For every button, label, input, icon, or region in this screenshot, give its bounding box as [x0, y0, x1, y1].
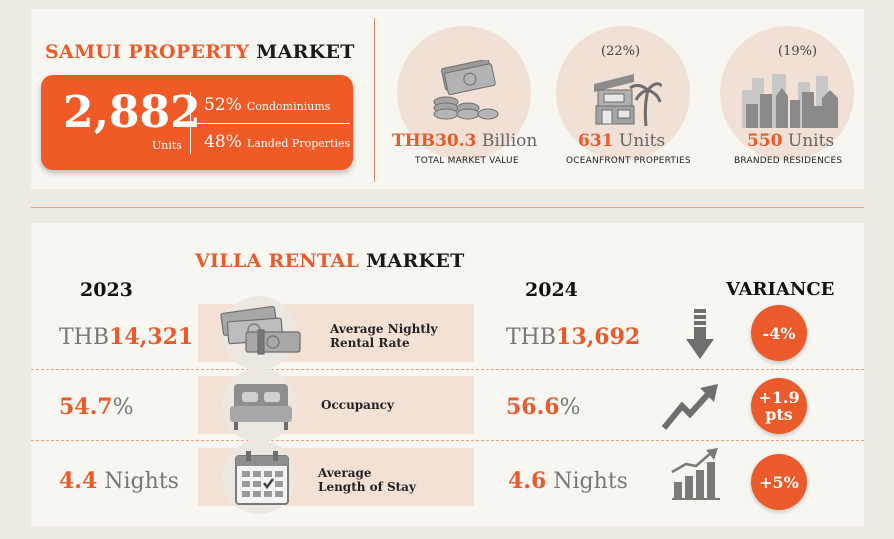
split-condominiums: 52% Condominiums [204, 95, 331, 115]
total-units-card: 2,882 Units 52% Condominiums 48% Landed … [41, 75, 353, 170]
stat-share-oceanfront: (22%) [601, 44, 641, 59]
stat-circle-market-value [397, 26, 531, 160]
metric-label-occupancy: Occupancy [321, 398, 394, 412]
value-2024-stay: 4.6 Nights [508, 468, 628, 494]
split-landed-properties: 48% Landed Properties [204, 132, 351, 152]
stat-oceanfront: 631 Units [578, 131, 666, 151]
stat-share-branded: (19%) [778, 44, 818, 59]
city-skyline-icon [742, 74, 838, 128]
value-2023-stay: 4.4 Nights [59, 468, 179, 494]
summary-divider-horizontal [190, 123, 350, 124]
variance-badge-stay: +5% [751, 454, 807, 510]
beach-house-icon [594, 74, 662, 127]
bed-icon [230, 384, 292, 430]
money-coins-icon [433, 60, 499, 120]
property-market-title: SAMUI PROPERTY MARKET [45, 41, 355, 63]
stat-caption-oceanfront: OCEANFRONT PROPERTIES [566, 156, 691, 166]
cash-stack-icon [220, 306, 301, 355]
variance-badge-occupancy: +1.9 pts [751, 378, 807, 434]
stat-market-value: THB30.3 Billion [392, 131, 538, 151]
year-2024-header: 2024 [525, 279, 578, 301]
top-section-divider [374, 18, 375, 182]
calendar-icon [235, 451, 289, 505]
stat-branded: 550 Units [747, 131, 835, 151]
row-separator [31, 440, 864, 441]
title-accent: SAMUI PROPERTY [45, 41, 250, 63]
villa-market-title: VILLA RENTAL MARKET [195, 250, 465, 272]
value-2024-rate: THB13,692 [506, 324, 641, 350]
value-2024-occupancy: 56.6% [506, 394, 581, 420]
section-divider [31, 207, 864, 208]
row-separator [31, 369, 864, 370]
trend-up-icon [661, 384, 718, 430]
value-2023-rate: THB14,321 [59, 324, 194, 350]
bar-growth-icon [671, 448, 720, 500]
metric-label-rate: Average Nightly Rental Rate [330, 322, 438, 350]
title-rest: MARKET [256, 41, 355, 63]
total-units-label: Units [152, 139, 182, 152]
metric-label-stay: Average Length of Stay [318, 466, 416, 494]
variance-badge-rate: -4% [751, 305, 807, 361]
stat-caption-branded: BRANDED RESIDENCES [734, 156, 843, 166]
variance-header: VARIANCE [726, 279, 835, 300]
stat-caption-market-value: TOTAL MARKET VALUE [415, 156, 519, 166]
total-units-value: 2,882 [63, 87, 201, 138]
arrow-down-icon [686, 309, 714, 359]
year-2023-header: 2023 [80, 279, 133, 301]
value-2023-occupancy: 54.7% [59, 394, 134, 420]
